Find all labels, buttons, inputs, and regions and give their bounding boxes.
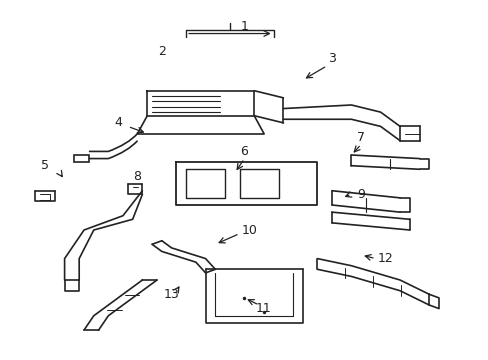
Text: 5: 5	[41, 159, 49, 172]
Text: 2: 2	[158, 45, 165, 58]
Text: 8: 8	[133, 170, 141, 183]
Text: 4: 4	[114, 116, 122, 129]
Text: 11: 11	[256, 302, 271, 315]
Text: 9: 9	[357, 188, 365, 201]
Text: 12: 12	[377, 252, 392, 265]
Text: 3: 3	[327, 52, 335, 65]
Text: 10: 10	[241, 224, 257, 237]
Text: 6: 6	[240, 145, 248, 158]
Text: 1: 1	[240, 20, 248, 33]
Text: 13: 13	[163, 288, 179, 301]
Text: 7: 7	[356, 131, 365, 144]
